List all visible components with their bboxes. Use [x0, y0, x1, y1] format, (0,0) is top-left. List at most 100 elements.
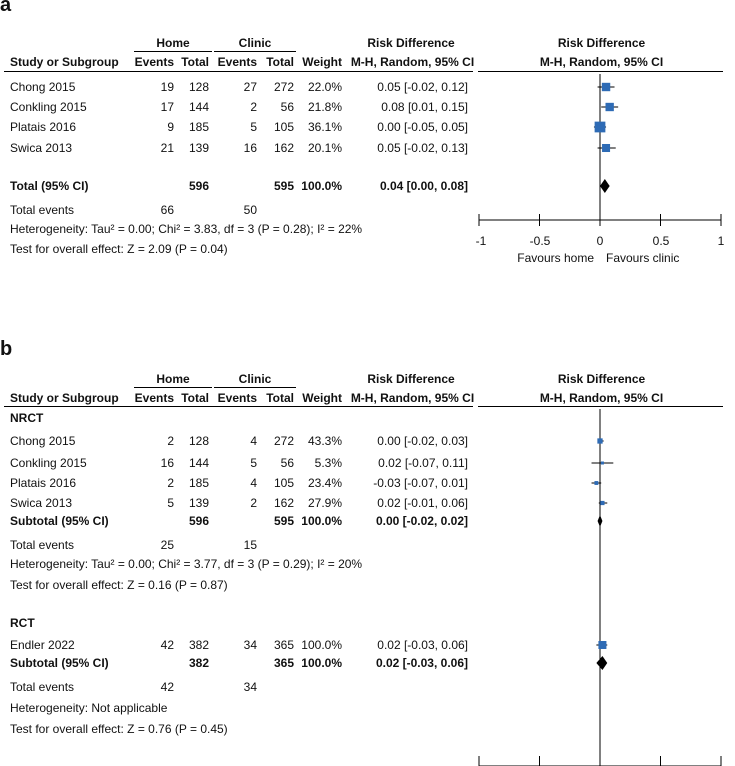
study-marker	[598, 641, 607, 649]
total-events-home: 42	[160, 680, 174, 694]
table-cell: 21	[160, 141, 174, 155]
table-cell: -0.03 [-0.07, 0.01]	[373, 476, 468, 490]
table-cell: 43.3%	[307, 434, 342, 448]
table-cell: 56	[280, 456, 294, 470]
subtotal-cell: 365	[273, 656, 294, 670]
subtotal-cell: 100.0%	[301, 514, 342, 528]
favours-home-label: Favours home	[517, 251, 594, 265]
panel-a-label: a	[0, 0, 12, 16]
a-tick-label: -0.5	[529, 234, 551, 248]
a-col-total2: Total	[266, 55, 294, 69]
table-cell: 23.4%	[307, 476, 342, 490]
table-cell: 17	[160, 100, 174, 114]
b-col-events2: Events	[217, 391, 257, 405]
total-events-home: 25	[160, 538, 174, 552]
panel-b-label: b	[0, 338, 13, 360]
table-cell: 42	[160, 638, 174, 652]
total-events-label: Total events	[10, 538, 75, 552]
table-cell: 139	[188, 496, 209, 510]
favours-clinic-label: Favours clinic	[606, 251, 680, 265]
table-cell: 20.1%	[307, 141, 342, 155]
table-row-study: Chong 2015	[10, 80, 76, 94]
a-col-total1: Total	[181, 55, 209, 69]
a-col-study: Study or Subgroup	[10, 55, 119, 69]
study-marker	[600, 461, 604, 465]
total-events-clinic: 15	[243, 538, 257, 552]
b-col-study: Study or Subgroup	[10, 391, 119, 405]
table-cell: 2	[250, 496, 257, 510]
table-cell: 27.9%	[307, 496, 342, 510]
table-cell: 105	[273, 120, 294, 134]
b-plot-header-rule	[478, 406, 723, 407]
table-row-study: Swica 2013	[10, 141, 73, 155]
a-table-header-rule	[4, 71, 473, 72]
table-cell: 19	[160, 80, 174, 94]
table-cell: 105	[273, 476, 294, 490]
study-marker	[594, 481, 599, 485]
total-cell: 100.0%	[301, 179, 342, 193]
study-marker	[601, 82, 611, 92]
table-row-study: Chong 2015	[10, 434, 76, 448]
total-row-label: Total (95% CI)	[10, 179, 89, 193]
b-table-header-rule	[4, 406, 473, 407]
table-cell: 2	[167, 434, 174, 448]
table-cell: 0.05 [-0.02, 0.13]	[377, 141, 468, 155]
b-col-events1: Events	[134, 391, 174, 405]
table-row-study: Conkling 2015	[10, 100, 87, 114]
a-col-method: M-H, Random, 95% CI	[350, 55, 475, 69]
total-events-home: 66	[160, 203, 174, 217]
b-col-total1: Total	[181, 391, 209, 405]
pooled-diamond	[597, 515, 603, 527]
subtotal-cell: 0.00 [-0.02, 0.02]	[375, 514, 468, 528]
table-cell: 144	[188, 100, 209, 114]
table-cell: 139	[188, 141, 209, 155]
heterogeneity-text: Heterogeneity: Tau² = 0.00; Chi² = 3.77,…	[10, 557, 363, 571]
a-header-rd: Risk Difference	[367, 36, 455, 50]
b-header-rd: Risk Difference	[367, 372, 455, 386]
table-cell: 27	[243, 80, 257, 94]
a-tick-label: 1	[717, 234, 725, 248]
a-header-home: Home	[156, 36, 190, 50]
subtotal-cell: 382	[188, 656, 209, 670]
table-cell: 22.0%	[307, 80, 342, 94]
total-cell: 595	[273, 179, 294, 193]
overall-effect-text: Test for overall effect: Z = 0.16 (P = 0…	[10, 578, 228, 592]
table-cell: 382	[188, 638, 209, 652]
table-cell: 4	[250, 434, 257, 448]
table-cell: 185	[188, 120, 209, 134]
b-header-home: Home	[156, 372, 190, 386]
total-cell: 596	[188, 179, 209, 193]
table-cell: 4	[250, 476, 257, 490]
table-cell: 0.05 [-0.02, 0.12]	[377, 80, 468, 94]
a-tick-label: 0	[596, 234, 604, 248]
study-marker	[594, 121, 606, 133]
total-events-clinic: 34	[243, 680, 257, 694]
subtotal-cell: 595	[273, 514, 294, 528]
table-cell: 34	[243, 638, 257, 652]
a-plot-header-rule	[478, 71, 723, 72]
subtotal-cell: 100.0%	[301, 656, 342, 670]
b-header-rd-plot: Risk Difference	[557, 372, 646, 386]
b-col-weight: Weight	[302, 391, 342, 405]
table-cell: 2	[167, 476, 174, 490]
heterogeneity-text: Heterogeneity: Tau² = 0.00; Chi² = 3.83,…	[10, 222, 363, 236]
table-cell: 0.02 [-0.07, 0.11]	[378, 456, 468, 470]
subtotal-row-label: Subtotal (95% CI)	[10, 656, 109, 670]
table-cell: 2	[250, 100, 257, 114]
table-cell: 162	[273, 496, 294, 510]
table-cell: 144	[188, 456, 209, 470]
table-cell: 162	[273, 141, 294, 155]
a-col-weight: Weight	[302, 55, 342, 69]
a-clinic-underline	[214, 51, 296, 52]
table-cell: 272	[273, 80, 294, 94]
table-cell: 5	[250, 456, 257, 470]
subtotal-cell: 596	[188, 514, 209, 528]
b-col-method-plot: M-H, Random, 95% CI	[539, 391, 664, 405]
subtotal-row-label: Subtotal (95% CI)	[10, 514, 109, 528]
table-cell: 9	[167, 120, 174, 134]
subtotal-cell: 0.02 [-0.03, 0.06]	[375, 656, 468, 670]
table-cell: 128	[188, 80, 209, 94]
a-header-rd-plot: Risk Difference	[557, 36, 646, 50]
study-marker	[597, 438, 603, 444]
